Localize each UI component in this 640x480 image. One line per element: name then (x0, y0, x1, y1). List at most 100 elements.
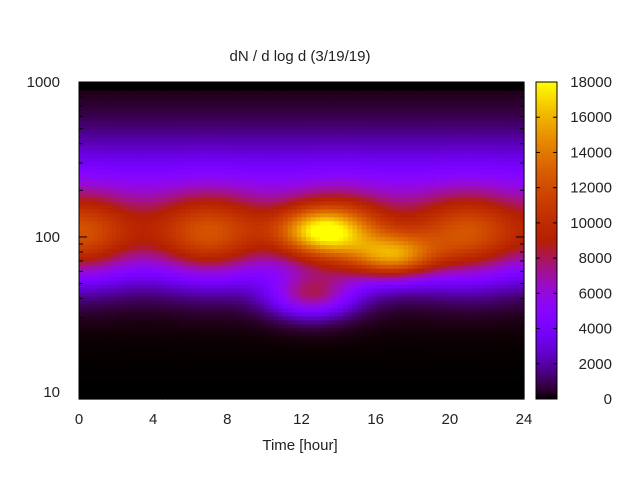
heatmap-cell (227, 311, 233, 317)
heatmap-cell (199, 264, 205, 269)
heatmap-cell (143, 196, 150, 202)
heatmap-cell (190, 391, 196, 396)
heatmap-cell (194, 129, 201, 135)
heatmap-cell (357, 315, 363, 321)
heatmap-cell (278, 145, 284, 150)
heatmap-cell (227, 272, 233, 277)
heatmap-cell (338, 343, 344, 349)
heatmap-cell (292, 256, 298, 261)
heatmap-cell (180, 196, 187, 202)
heatmap-cell (287, 125, 293, 131)
heatmap-cell (264, 141, 270, 146)
heatmap-cell (315, 129, 321, 135)
heatmap-cell (153, 327, 159, 333)
heatmap-cell (282, 181, 289, 186)
heatmap-cell (125, 272, 131, 277)
heatmap-cell (102, 181, 108, 186)
heatmap-cell (245, 232, 252, 238)
heatmap-cell (333, 395, 340, 400)
heatmap-cell (199, 327, 205, 333)
heatmap-cell (227, 177, 233, 182)
heatmap-cell (357, 153, 363, 158)
heatmap-cell (213, 284, 219, 289)
heatmap-cell (264, 185, 270, 190)
heatmap-cell (227, 125, 233, 131)
heatmap-cell (153, 244, 159, 250)
heatmap-cell (357, 280, 363, 285)
heatmap-cell (167, 204, 173, 210)
heatmap-cell (245, 125, 252, 131)
heatmap-cell (333, 299, 340, 305)
heatmap-cell (88, 228, 94, 234)
heatmap-cell (134, 224, 140, 230)
heatmap-cell (120, 141, 126, 146)
heatmap-cell (143, 188, 150, 194)
heatmap-cell (92, 379, 99, 384)
heatmap-cell (301, 224, 307, 230)
heatmap-cell (315, 125, 321, 131)
heatmap-cell (278, 272, 284, 277)
heatmap-cell (338, 379, 344, 384)
heatmap-cell (264, 303, 270, 309)
heatmap-cell (111, 228, 117, 234)
heatmap-cell (269, 244, 275, 250)
heatmap-cell (176, 264, 182, 269)
heatmap-cell (324, 284, 330, 289)
heatmap-cell (287, 200, 293, 206)
heatmap-cell (282, 391, 289, 396)
heatmap-cell (176, 236, 182, 242)
heatmap-cell (180, 109, 187, 115)
heatmap-cell (259, 371, 266, 376)
heatmap-cell (366, 343, 372, 349)
heatmap-cell (139, 196, 145, 202)
heatmap-cell (250, 117, 256, 123)
heatmap-cell (162, 272, 168, 277)
heatmap-cell (361, 188, 367, 194)
heatmap-cell (324, 149, 330, 154)
heatmap-cell (343, 185, 349, 190)
heatmap-cell (208, 228, 215, 234)
heatmap-cell (102, 129, 108, 135)
heatmap-cell (120, 319, 126, 325)
heatmap-cell (306, 105, 312, 111)
heatmap-cell (264, 133, 270, 139)
heatmap-cell (171, 284, 177, 289)
heatmap-cell (259, 192, 266, 198)
heatmap-cell (333, 212, 340, 218)
heatmap-cell (176, 85, 182, 91)
heatmap-cell (241, 391, 247, 396)
heatmap-cell (352, 303, 358, 309)
heatmap-cell (116, 288, 122, 293)
heatmap-cell (134, 113, 140, 119)
heatmap-cell (357, 236, 363, 242)
heatmap-cell (162, 161, 168, 166)
heatmap-cell (92, 153, 99, 158)
heatmap-cell (222, 141, 228, 146)
heatmap-cell (282, 173, 289, 178)
heatmap-cell (255, 145, 261, 150)
heatmap-cell (343, 181, 349, 186)
heatmap-cell (167, 375, 173, 380)
heatmap-cell (120, 351, 126, 357)
heatmap-cell (287, 367, 293, 372)
heatmap-cell (204, 137, 210, 143)
heatmap-cell (282, 288, 289, 293)
heatmap-cell (236, 133, 242, 139)
heatmap-cell (231, 335, 238, 341)
heatmap-cell (338, 89, 344, 95)
heatmap-cell (329, 200, 335, 206)
heatmap-cell (333, 200, 340, 206)
heatmap-cell (125, 367, 131, 372)
heatmap-cell (134, 351, 140, 357)
heatmap-cell (273, 343, 279, 349)
heatmap-cell (120, 109, 126, 115)
heatmap-cell (92, 109, 99, 115)
heatmap-cell (278, 395, 284, 400)
heatmap-cell (310, 121, 317, 127)
heatmap-cell (329, 82, 335, 87)
heatmap-cell (148, 188, 154, 194)
heatmap-cell (83, 232, 89, 238)
heatmap-cell (185, 85, 191, 91)
heatmap-cell (269, 375, 275, 380)
heatmap-cell (222, 196, 228, 202)
